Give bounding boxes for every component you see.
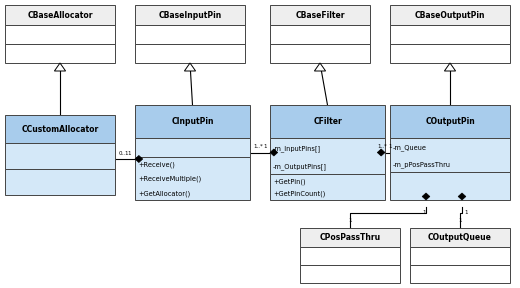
Bar [270,174,385,200]
Bar [135,157,250,200]
Bar [270,105,385,138]
Text: CBaseOutputPin: CBaseOutputPin [415,11,485,20]
Text: -m_OutputPins[]: -m_OutputPins[] [273,163,327,170]
Text: 1: 1 [348,218,352,223]
Bar [390,25,510,44]
Text: CInputPin: CInputPin [171,117,214,126]
Text: COutputPin: COutputPin [425,117,475,126]
Bar [390,44,510,63]
Text: 1: 1 [464,210,468,215]
Text: CBaseFilter: CBaseFilter [295,11,345,20]
Polygon shape [55,63,66,71]
Text: +Receive(): +Receive() [138,162,175,168]
Polygon shape [445,63,456,71]
Text: 1: 1 [127,151,131,156]
Polygon shape [315,63,326,71]
Polygon shape [422,193,430,200]
Bar [5,115,115,143]
Bar [410,247,510,265]
Text: CCustomAllocator: CCustomAllocator [21,124,99,134]
Bar [410,265,510,283]
Polygon shape [185,63,196,71]
Bar [135,5,245,25]
Bar [270,5,370,25]
Bar [135,105,250,138]
Text: 0..1: 0..1 [119,151,129,156]
Text: CFilter: CFilter [313,117,342,126]
Polygon shape [378,149,385,156]
Bar [135,138,250,157]
Bar [5,44,115,63]
Polygon shape [458,193,466,200]
Text: -m_InputPins[]: -m_InputPins[] [273,145,321,151]
Text: CBaseInputPin: CBaseInputPin [159,11,222,20]
Text: CPosPassThru: CPosPassThru [319,233,381,242]
Bar [135,44,245,63]
Polygon shape [270,149,278,156]
Bar [410,228,510,247]
Bar [300,247,400,265]
Bar [5,25,115,44]
Text: +ReceiveMultiple(): +ReceiveMultiple() [138,176,201,182]
Text: CBaseAllocator: CBaseAllocator [27,11,93,20]
Bar [270,44,370,63]
Text: 1: 1 [264,145,267,149]
Text: 1..*: 1..* [253,145,263,149]
Bar [270,25,370,44]
Text: 1: 1 [422,210,426,215]
Text: +GetAllocator(): +GetAllocator() [138,190,190,197]
Bar [5,5,115,25]
Text: +GetPin(): +GetPin() [273,178,306,185]
Polygon shape [135,156,142,162]
Bar [390,172,510,200]
Text: COutputQueue: COutputQueue [428,233,492,242]
Text: -m_pPosPassThru: -m_pPosPassThru [393,161,451,168]
Text: 1: 1 [388,145,392,149]
Bar [5,169,115,195]
Text: +GetPinCount(): +GetPinCount() [273,191,326,198]
Bar [270,138,385,174]
Bar [135,25,245,44]
Text: 1..*: 1..* [377,145,387,149]
Bar [5,143,115,169]
Bar [390,5,510,25]
Bar [300,228,400,247]
Text: -m_Queue: -m_Queue [393,144,427,151]
Bar [390,105,510,138]
Bar [300,265,400,283]
Bar [390,138,510,172]
Text: 1: 1 [458,218,462,223]
